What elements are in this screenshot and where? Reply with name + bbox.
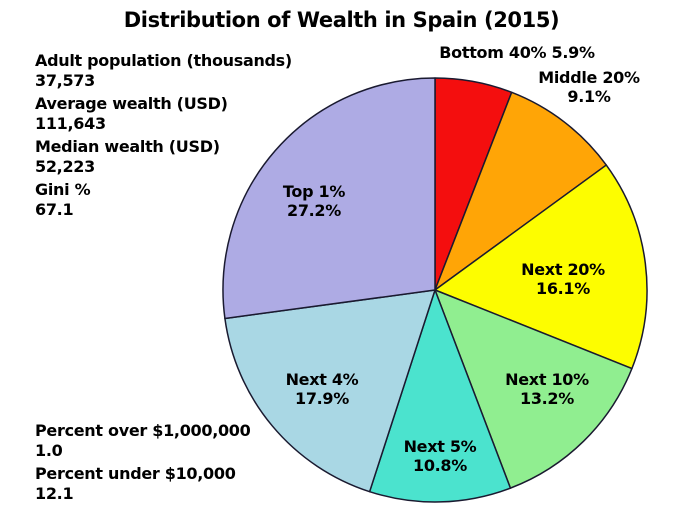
stat-label: Median wealth (USD)	[35, 137, 220, 156]
stats-bottom-block: Percent over $1,000,000 1.0 Percent unde…	[35, 421, 251, 507]
stat-label: Percent over $1,000,000	[35, 421, 251, 440]
stat-value: 37,573	[35, 71, 95, 90]
stat-value: 111,643	[35, 114, 106, 133]
pie-label-next-4: Next 4% 17.9%	[286, 370, 359, 408]
pie-label-top-1: Top 1% 27.2%	[283, 182, 345, 220]
stat-label: Percent under $10,000	[35, 464, 236, 483]
stat-percent-under-10k: Percent under $10,000 12.1	[35, 464, 250, 504]
pie-slice-top-1	[222, 77, 436, 320]
pie-slice-next-5	[368, 289, 512, 503]
pie-slice-next-10	[434, 289, 633, 489]
chart-title: Distribution of Wealth in Spain (2015)	[123, 8, 560, 32]
stat-label: Average wealth (USD)	[35, 94, 228, 113]
pie-label-next-5: Next 5% 10.8%	[404, 437, 477, 475]
stat-average-wealth: Average wealth (USD) 111,643	[35, 94, 292, 134]
pie-slice-next-20	[434, 164, 648, 370]
pie-slice-next-4	[224, 289, 436, 493]
pie-label-middle-20: Middle 20% 9.1%	[538, 68, 640, 106]
stat-value: 1.0	[35, 441, 63, 460]
stat-median-wealth: Median wealth (USD) 52,223	[35, 137, 292, 177]
pie-label-next-20: Next 20% 16.1%	[521, 260, 605, 298]
stat-value: 52,223	[35, 157, 95, 176]
stat-value: 12.1	[35, 484, 74, 503]
stat-gini: Gini % 67.1	[35, 180, 292, 220]
pie-slice-middle-20	[434, 91, 608, 291]
stat-percent-over-1m: Percent over $1,000,000 1.0	[35, 421, 251, 461]
stat-label: Gini %	[35, 180, 91, 199]
pie-label-next-10: Next 10% 13.2%	[505, 370, 589, 408]
pie-label-bottom-40: Bottom 40% 5.9%	[439, 43, 595, 62]
stats-left-block: Adult population (thousands) 37,573 Aver…	[35, 51, 292, 223]
stat-adult-population: Adult population (thousands) 37,573	[35, 51, 292, 91]
stat-value: 67.1	[35, 200, 74, 219]
stat-label: Adult population (thousands)	[35, 51, 292, 70]
